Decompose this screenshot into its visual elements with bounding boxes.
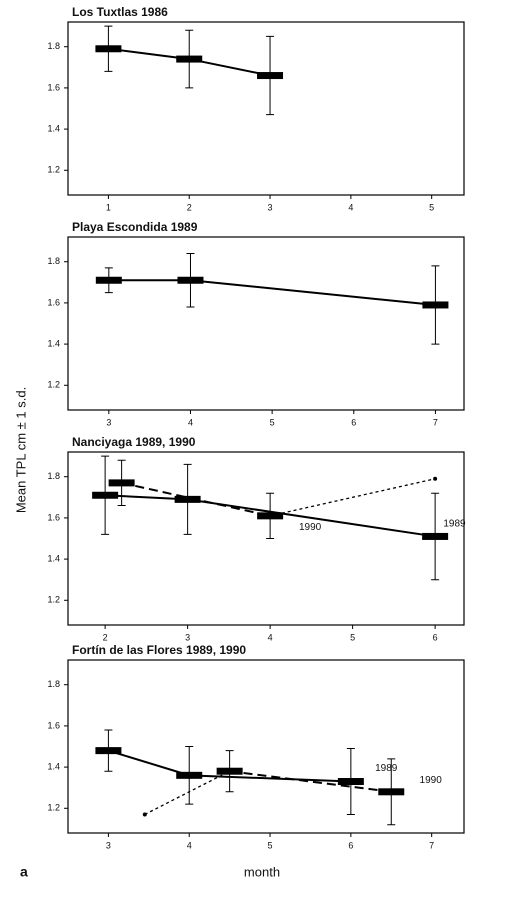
x-tick-label: 3 [106, 840, 111, 850]
mean-marker [257, 72, 284, 80]
y-tick-label: 1.6 [47, 297, 60, 307]
mean-marker [176, 55, 203, 63]
y-tick-label: 1.6 [47, 720, 60, 730]
x-tick-label: 4 [187, 840, 192, 850]
x-tick-label: 5 [429, 202, 434, 212]
series-line [144, 770, 230, 816]
mean-marker [174, 495, 201, 503]
y-tick-label: 1.2 [47, 803, 60, 813]
series-label: 1990 [420, 775, 443, 786]
x-tick-label: 5 [268, 840, 273, 850]
y-tick-label: 1.2 [47, 380, 60, 390]
mean-marker [95, 45, 122, 53]
mean-marker [337, 778, 364, 786]
mean-marker [176, 771, 203, 779]
mean-marker [378, 788, 405, 796]
x-tick-label: 4 [268, 632, 273, 642]
y-tick-label: 1.8 [47, 256, 60, 266]
x-tick-label: 4 [348, 202, 353, 212]
y-tick-label: 1.4 [47, 123, 60, 133]
x-tick-label: 6 [348, 840, 353, 850]
panel-label: a [20, 864, 28, 880]
mean-marker [422, 532, 449, 540]
y-tick-label: 1.4 [47, 553, 60, 563]
y-tick-label: 1.4 [47, 761, 60, 771]
x-tick-label: 3 [185, 632, 190, 642]
mean-marker [422, 301, 449, 309]
series-line [269, 478, 436, 517]
x-axis-label: month [244, 864, 280, 879]
x-tick-label: 2 [103, 632, 108, 642]
mean-marker [95, 276, 122, 284]
y-tick-label: 1.8 [47, 471, 60, 481]
y-axis-label: Mean TPL cm ± 1 s.d. [13, 387, 28, 513]
point [142, 812, 147, 817]
point [433, 476, 438, 481]
panel-title: Los Tuxtlas 1986 [72, 5, 168, 19]
plot-frame [67, 21, 465, 196]
y-tick-label: 1.6 [47, 512, 60, 522]
series-label: 1989 [443, 519, 466, 530]
x-tick-label: 6 [433, 632, 438, 642]
x-tick-label: 3 [268, 202, 273, 212]
y-tick-label: 1.2 [47, 165, 60, 175]
plot-frame [67, 451, 465, 626]
y-tick-label: 1.8 [47, 679, 60, 689]
series-line [121, 481, 271, 517]
point [268, 513, 273, 518]
x-tick-label: 4 [188, 417, 193, 427]
series-label: 1989 [375, 763, 398, 774]
y-tick-label: 1.2 [47, 595, 60, 605]
x-tick-label: 2 [187, 202, 192, 212]
plot-frame [67, 236, 465, 411]
mean-marker [92, 491, 119, 499]
panel-title: Fortín de las Flores 1989, 1990 [72, 643, 246, 657]
y-tick-label: 1.8 [47, 41, 60, 51]
series-line [108, 279, 436, 306]
mean-marker [95, 747, 122, 755]
x-tick-label: 5 [350, 632, 355, 642]
y-tick-label: 1.4 [47, 338, 60, 348]
x-tick-label: 7 [429, 840, 434, 850]
x-tick-label: 6 [351, 417, 356, 427]
mean-marker [108, 479, 135, 487]
point [227, 769, 232, 774]
series-label: 1990 [299, 522, 322, 533]
x-tick-label: 7 [433, 417, 438, 427]
x-tick-label: 3 [106, 417, 111, 427]
mean-marker [177, 276, 204, 284]
x-tick-label: 5 [270, 417, 275, 427]
y-tick-label: 1.6 [47, 82, 60, 92]
plot-frame [67, 659, 465, 834]
panel-title: Nanciyaga 1989, 1990 [72, 435, 196, 449]
x-tick-label: 1 [106, 202, 111, 212]
panel-title: Playa Escondida 1989 [72, 220, 198, 234]
series-line [229, 770, 392, 793]
